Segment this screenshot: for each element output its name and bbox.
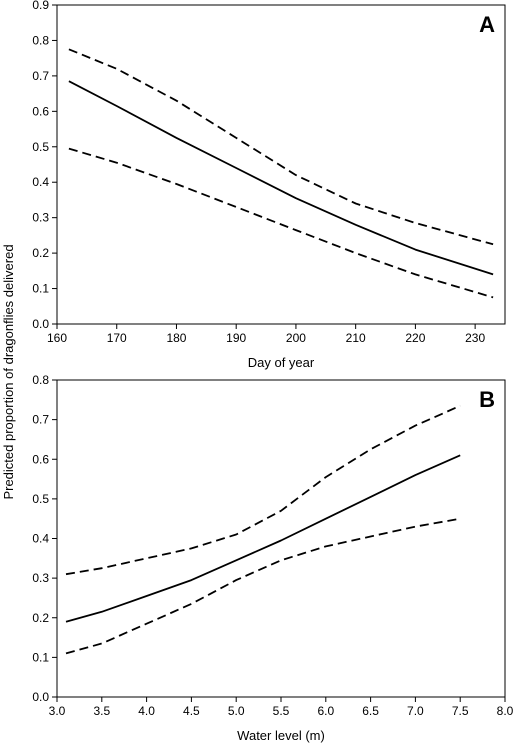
x-tick-label: 6.0	[317, 704, 334, 718]
y-tick-label: 0.5	[32, 140, 49, 154]
x-tick-label: 4.5	[183, 704, 200, 718]
shared-y-axis-label: Predicted proportion of dragonflies deli…	[1, 244, 16, 499]
x-axis-label: Day of year	[248, 355, 315, 370]
y-tick-label: 0.0	[32, 690, 49, 704]
x-tick-label: 160	[47, 331, 67, 345]
y-tick-label: 0.8	[32, 33, 49, 47]
x-tick-label: 7.0	[407, 704, 424, 718]
panel-label: A	[479, 12, 495, 37]
y-tick-label: 0.2	[32, 611, 49, 625]
prediction-line	[68, 80, 494, 276]
x-tick-label: 3.0	[49, 704, 66, 718]
y-tick-label: 0.4	[32, 175, 49, 189]
x-tick-label: 170	[107, 331, 127, 345]
y-tick-label: 0.4	[32, 532, 49, 546]
y-tick-label: 0.1	[32, 282, 49, 296]
x-tick-label: 4.0	[138, 704, 155, 718]
confidence-band-line	[65, 404, 461, 576]
x-tick-label: 230	[465, 331, 485, 345]
panel-b-chart: 3.0 3.5 4.0 4.5 5.0 5.5 6.0 6.5 7.0 7.5 8.0 0.0 0.1 0…	[32, 373, 513, 743]
x-tick-label: 5.0	[228, 704, 245, 718]
y-tick-label: 0.1	[32, 650, 49, 664]
y-tick-label: 0.6	[32, 104, 49, 118]
x-tick-label: 8.0	[497, 704, 514, 718]
x-tick-label: 200	[286, 331, 306, 345]
x-tick-label: 190	[226, 331, 246, 345]
y-tick-label: 0.3	[32, 211, 49, 225]
y-tick-label: 0.2	[32, 246, 49, 260]
plot-frame	[56, 4, 506, 325]
y-tick-label: 0.5	[32, 492, 49, 506]
x-tick-label: 5.5	[273, 704, 290, 718]
y-tick-label: 0.8	[32, 373, 49, 387]
x-tick-label: 210	[346, 331, 366, 345]
y-tick-label: 0.7	[32, 69, 49, 83]
x-tick-label: 6.5	[362, 704, 379, 718]
x-tick-label: 180	[166, 331, 186, 345]
x-tick-label: 220	[405, 331, 425, 345]
plot-frame	[56, 379, 506, 698]
x-axis-label: Water level (m)	[237, 728, 325, 743]
prediction-line	[65, 454, 461, 623]
x-tick-label: 7.5	[452, 704, 469, 718]
y-tick-label: 0.6	[32, 452, 49, 466]
confidence-band-line	[65, 517, 461, 655]
y-tick-label: 0.0	[32, 317, 49, 331]
y-tick-label: 0.9	[32, 0, 49, 12]
panel-a-chart: 160 170 180 190 200 210 220 230 0.0 0.1 0.2 0.3 0.4 0…	[32, 0, 506, 370]
confidence-band-line	[68, 48, 494, 246]
x-tick-label: 3.5	[93, 704, 110, 718]
confidence-band-line	[68, 147, 494, 299]
panel-label: B	[479, 387, 495, 412]
y-tick-label: 0.3	[32, 571, 49, 585]
y-tick-label: 0.7	[32, 413, 49, 427]
